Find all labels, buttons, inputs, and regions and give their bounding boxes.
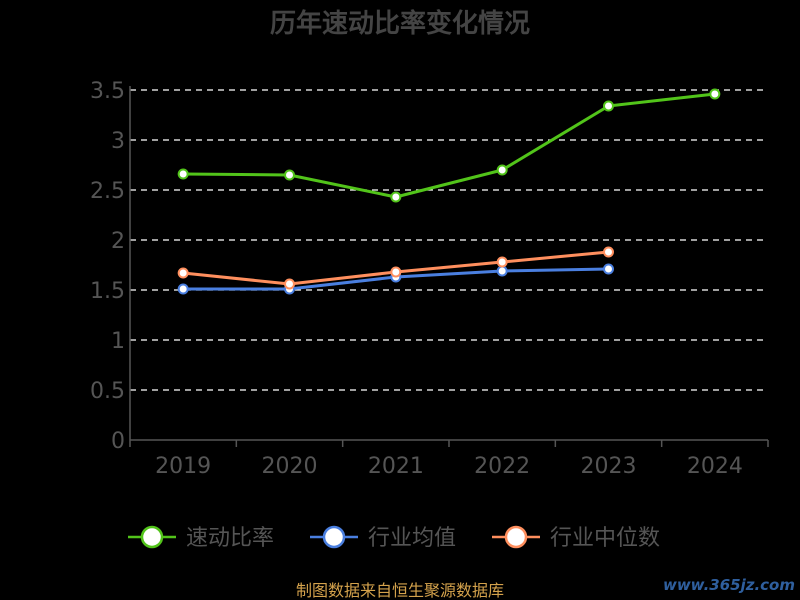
- data-point: [496, 265, 508, 277]
- data-point: [177, 168, 189, 180]
- data-point: [177, 283, 189, 295]
- legend-label: 速动比率: [186, 526, 274, 551]
- watermark: www.365jz.com: [663, 576, 795, 594]
- data-point: [603, 246, 614, 258]
- data-point: [603, 100, 614, 112]
- series-line-0: [183, 92, 715, 199]
- x-tick-label: 2024: [687, 454, 743, 479]
- legend-label: 行业中位数: [550, 526, 660, 551]
- legend-marker: [140, 525, 164, 549]
- legend-item: 行业均值: [310, 525, 456, 551]
- chart-title: 历年速动比率变化情况: [270, 8, 530, 39]
- legend-marker: [322, 525, 346, 549]
- y-tick-label: 3: [111, 129, 125, 154]
- data-point: [390, 266, 402, 278]
- source-note: 制图数据来自恒生聚源数据库: [296, 581, 504, 600]
- data-point: [284, 278, 295, 290]
- x-tick-label: 2021: [368, 454, 424, 479]
- y-tick-label: 2: [111, 229, 125, 254]
- series-layer: [177, 88, 721, 295]
- legend-label: 行业均值: [368, 526, 456, 551]
- y-tick-label: 1: [111, 329, 125, 354]
- legend-item: 速动比率: [128, 525, 274, 551]
- data-point: [709, 88, 721, 100]
- data-point: [390, 191, 402, 203]
- x-tick-label: 2019: [155, 454, 211, 479]
- legend: 速动比率 行业均值 行业中位数: [128, 525, 660, 551]
- y-tick-label: 0: [111, 429, 125, 454]
- y-tick-label: 0.5: [90, 379, 125, 404]
- x-tick-label: 2023: [581, 454, 637, 479]
- data-point: [496, 256, 508, 268]
- y-tick-label: 1.5: [90, 279, 125, 304]
- y-tick-label: 3.5: [90, 79, 125, 104]
- data-point: [177, 267, 189, 279]
- x-tick-label: 2022: [474, 454, 530, 479]
- data-point: [284, 169, 295, 181]
- data-point: [496, 164, 508, 176]
- data-point: [603, 263, 614, 275]
- grid-lines: [130, 89, 768, 391]
- y-tick-label: 2.5: [90, 179, 125, 204]
- x-tick-label: 2020: [262, 454, 318, 479]
- legend-item: 行业中位数: [492, 525, 660, 551]
- axes: 0 0.5 1 1.5 2 2.5 3 3.5 2019 2020 2021 2022 2023 2024: [90, 79, 769, 479]
- legend-marker: [504, 525, 528, 549]
